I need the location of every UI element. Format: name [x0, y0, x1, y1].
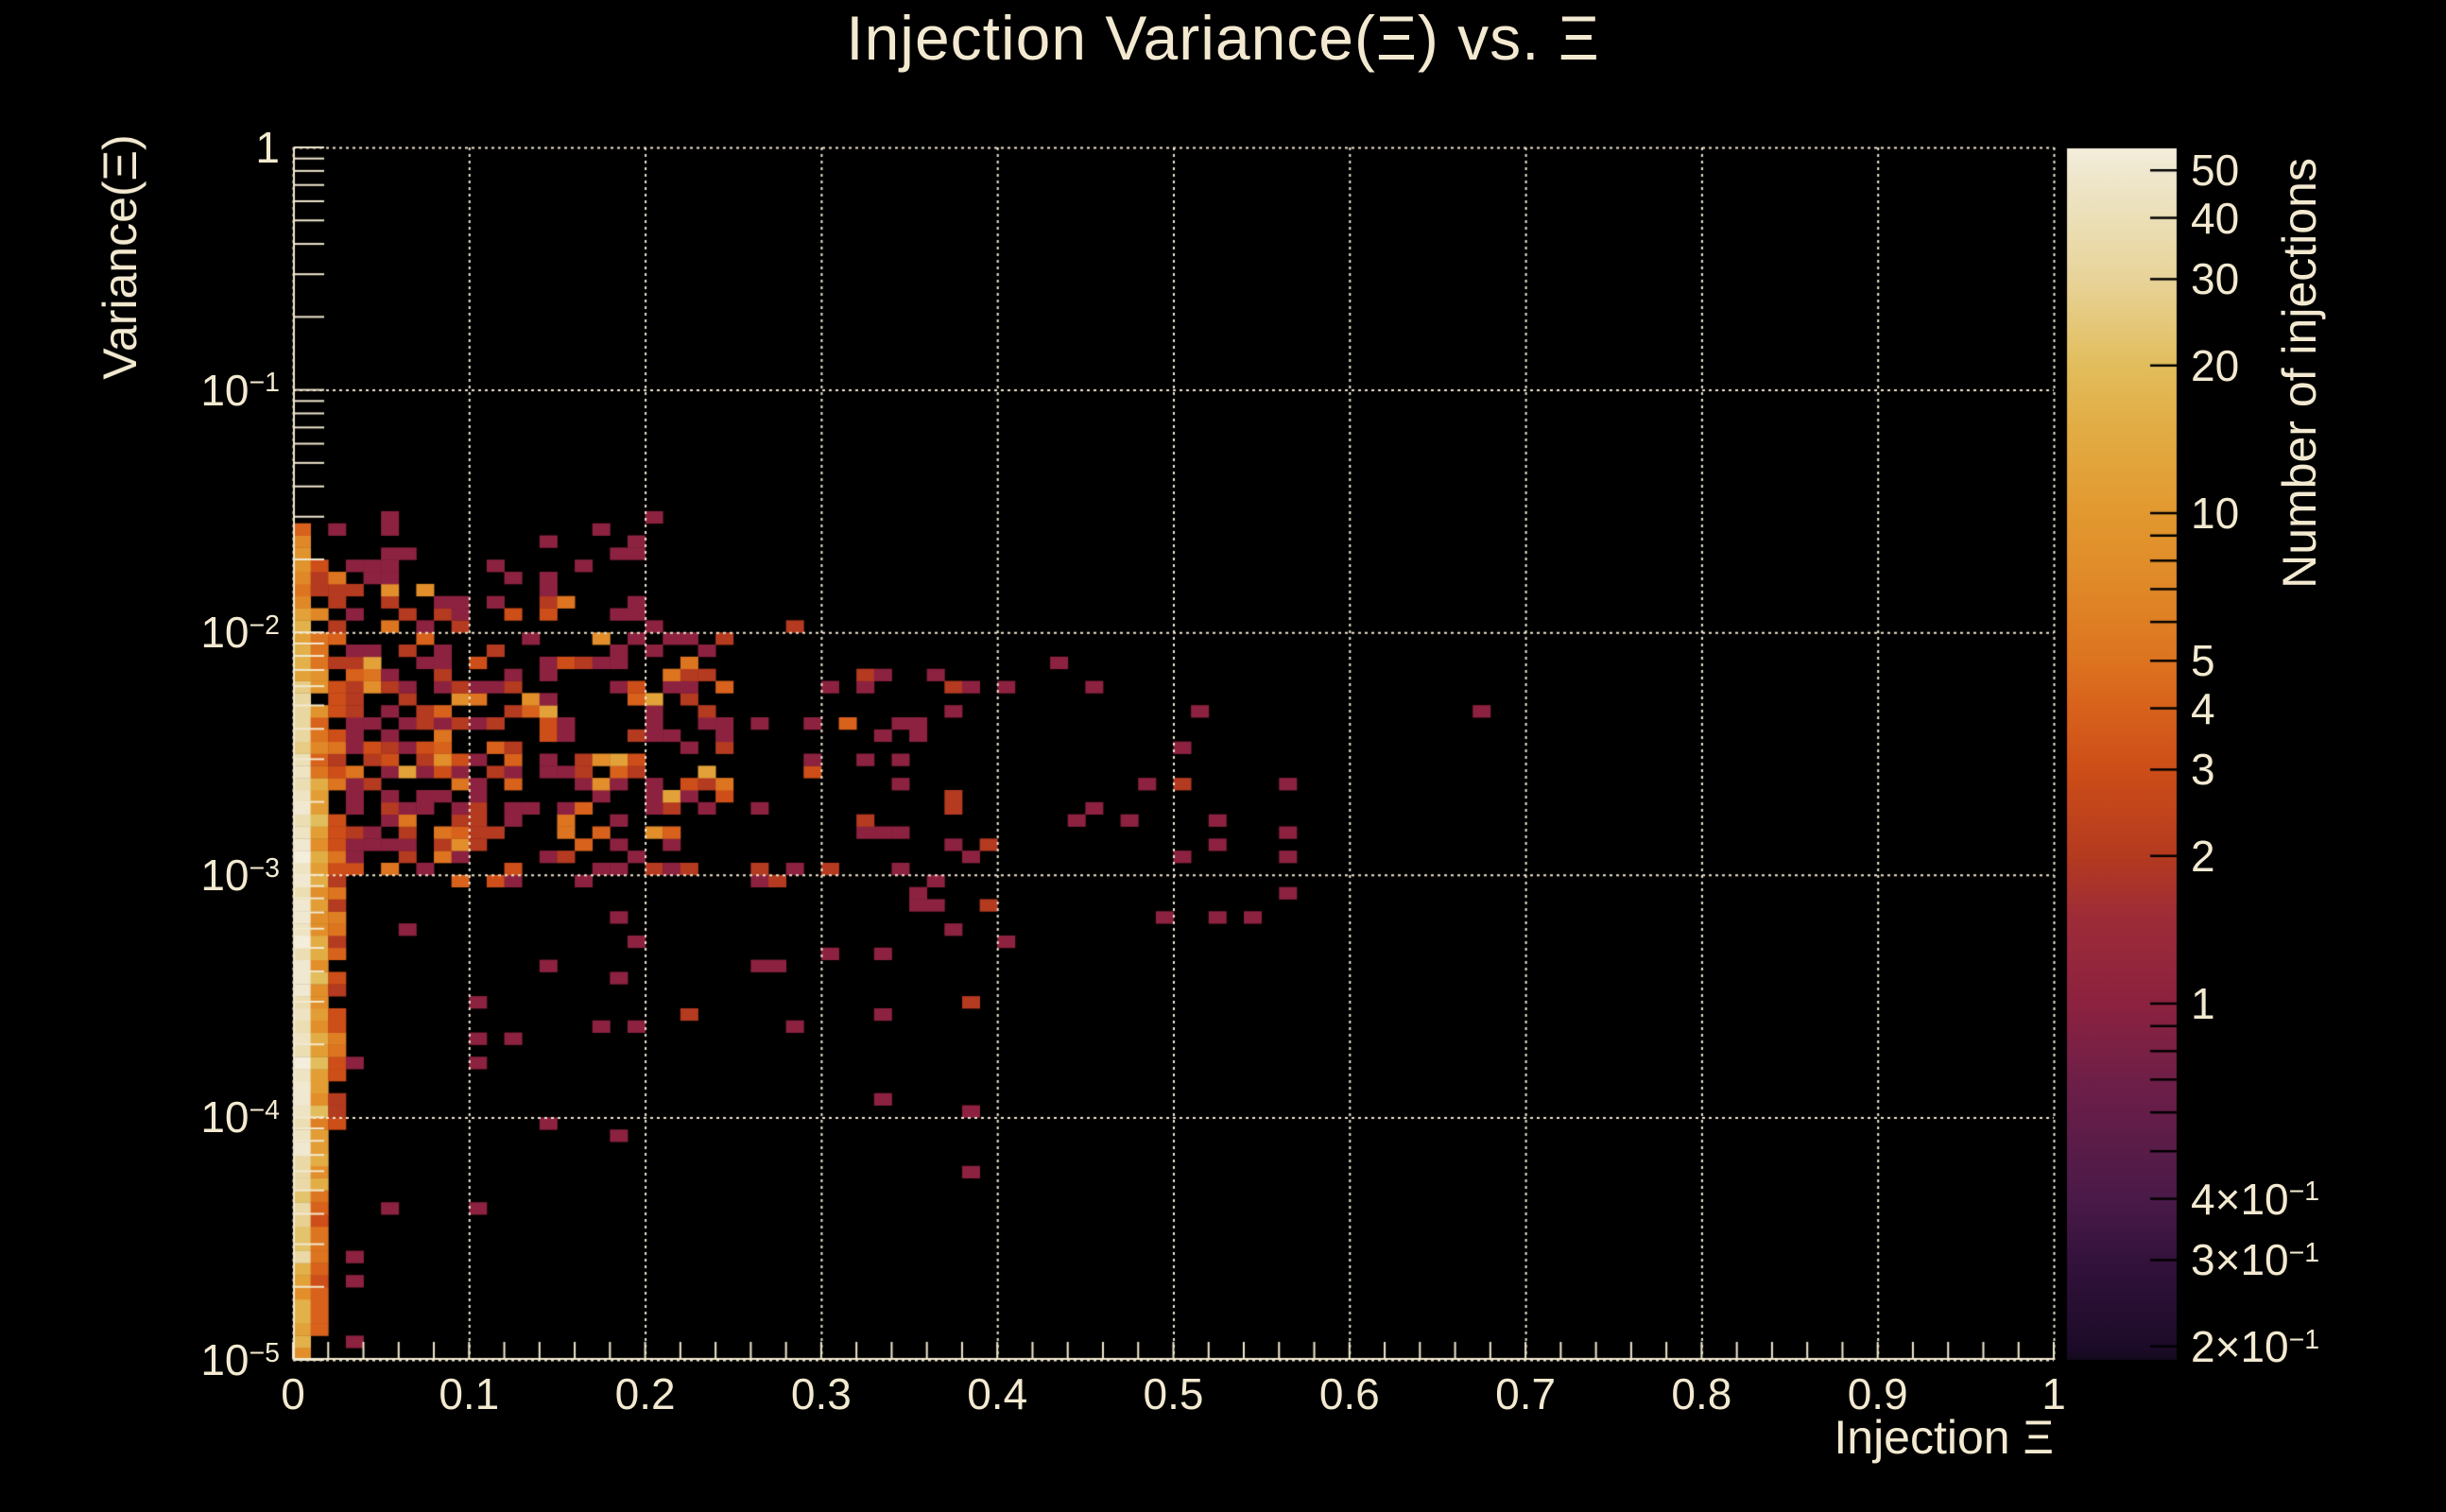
y-axis-title: Variance(Ξ) — [94, 134, 146, 380]
chart-title: Injection Variance(Ξ) vs. Ξ — [846, 3, 1600, 73]
colorbar-title: Number of injections — [2273, 158, 2326, 589]
x-axis-title: Injection Ξ — [1834, 1411, 2054, 1464]
